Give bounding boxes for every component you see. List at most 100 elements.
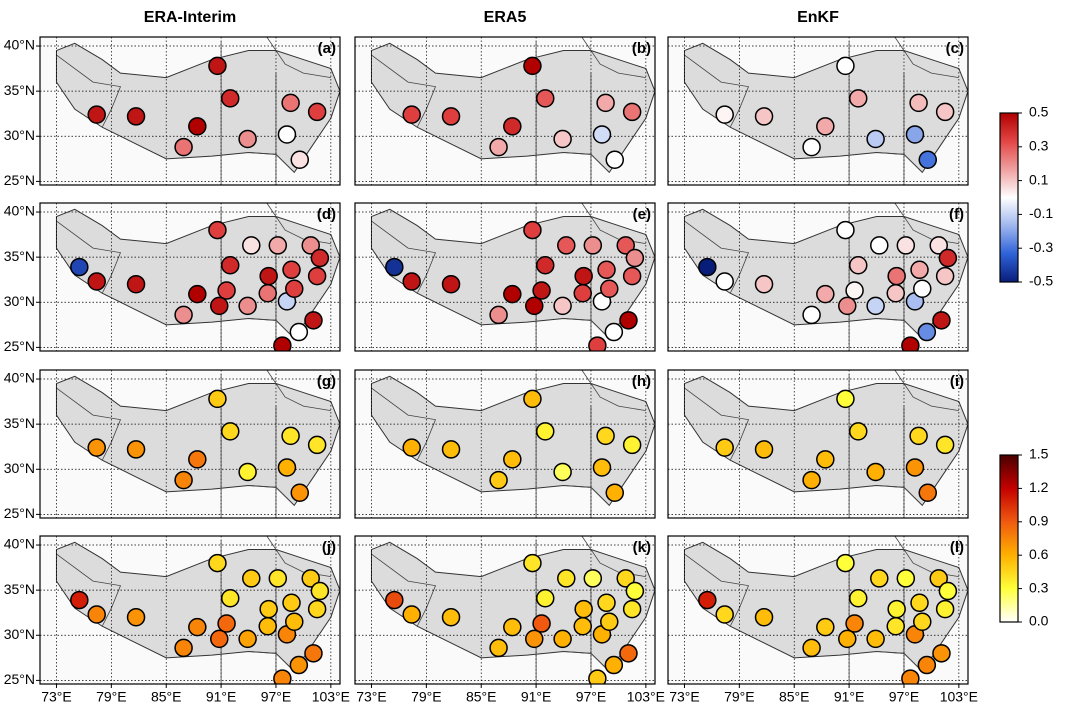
x-tick-label: 91°E <box>206 689 237 705</box>
station-point <box>754 607 774 627</box>
station-point <box>208 553 227 573</box>
x-tick-label: 79°E <box>96 689 127 705</box>
station-point <box>523 389 542 409</box>
station-point <box>604 322 624 342</box>
map-panel <box>40 37 340 185</box>
station-point <box>918 150 938 169</box>
station-point <box>754 107 774 126</box>
boundary <box>56 54 122 128</box>
station-point <box>503 617 522 637</box>
panel-frame <box>354 535 656 685</box>
station-point <box>845 281 864 300</box>
station-point <box>935 435 955 455</box>
station-point <box>402 605 421 624</box>
station-point <box>754 440 774 459</box>
station-point <box>503 117 522 136</box>
colorbar <box>999 454 1019 623</box>
boundary <box>371 54 437 128</box>
panel-frame <box>39 36 341 186</box>
station-point <box>905 458 925 477</box>
station-point <box>866 629 885 649</box>
y-tick-label: 40°N <box>4 536 35 552</box>
map-panel <box>355 203 655 351</box>
colorbar-tick-label: 0.5 <box>1029 104 1049 120</box>
station-point <box>385 257 404 277</box>
station-point <box>523 220 542 240</box>
station-point <box>307 266 327 286</box>
x-tick-label: 73°E <box>41 689 72 705</box>
station-point <box>887 599 906 619</box>
station-point <box>557 236 576 255</box>
x-tick-label: 73°E <box>669 689 700 705</box>
station-point <box>535 422 555 441</box>
column-title: ERA-Interim <box>144 9 236 26</box>
boundary <box>876 152 923 173</box>
map-panel <box>355 370 655 518</box>
station-point <box>910 593 929 613</box>
station-point <box>938 581 958 601</box>
station-point <box>489 470 508 490</box>
boundary <box>266 370 331 412</box>
station-point <box>715 272 734 291</box>
station-point <box>268 236 288 255</box>
station-point <box>268 569 288 588</box>
x-tick-label: 73°E <box>356 689 387 705</box>
panel-label: (d) <box>317 206 336 223</box>
station-point <box>523 56 542 76</box>
panel-frame <box>39 202 341 352</box>
station-point <box>929 569 948 588</box>
station-point <box>281 93 300 113</box>
station-point <box>208 220 227 240</box>
station-point <box>259 266 278 286</box>
station-point <box>866 129 885 149</box>
station-point <box>557 569 576 588</box>
station-point <box>525 629 544 649</box>
y-tick-label: 40°N <box>4 370 35 386</box>
x-tick-label: 91°E <box>521 689 552 705</box>
station-point <box>282 260 301 280</box>
station-point <box>619 644 638 663</box>
panel-label: (a) <box>318 40 336 57</box>
boundary <box>876 318 923 339</box>
station-point <box>913 612 932 631</box>
station-point <box>553 462 572 482</box>
station-point <box>126 107 146 126</box>
map-panel <box>668 370 968 518</box>
boundary <box>581 37 646 79</box>
station-point <box>935 599 955 619</box>
boundary <box>248 651 295 672</box>
colorbar-tick-label: 0.1 <box>1029 171 1049 187</box>
station-point <box>715 438 734 457</box>
y-tick-label: 30°N <box>4 293 35 309</box>
station-point <box>588 336 607 351</box>
station-point <box>174 305 193 325</box>
station-point <box>220 89 240 108</box>
y-tick-label: 25°N <box>4 671 35 687</box>
boundary <box>684 387 750 461</box>
station-point <box>70 590 89 610</box>
station-point <box>600 279 619 298</box>
station-point <box>932 644 951 663</box>
y-tick-label: 30°N <box>4 127 35 143</box>
station-point <box>574 266 593 286</box>
station-point <box>715 105 734 124</box>
station-point <box>838 629 857 649</box>
panel-frame <box>39 369 341 519</box>
station-point <box>503 450 522 469</box>
station-point <box>289 655 309 675</box>
station-point <box>896 236 916 255</box>
station-point <box>583 569 603 588</box>
station-point <box>277 125 297 144</box>
station-point <box>277 458 297 477</box>
boundary <box>684 54 750 128</box>
station-point <box>535 589 555 608</box>
colorbar-tick-label: 0.3 <box>1029 579 1049 595</box>
station-point <box>126 607 146 627</box>
station-point <box>592 125 612 144</box>
colorbar-tick-label: 0.9 <box>1029 513 1049 529</box>
station-point <box>273 669 292 684</box>
boundary <box>248 152 295 173</box>
column-title: EnKF <box>797 9 839 26</box>
boundary <box>56 220 122 294</box>
station-point <box>174 470 193 490</box>
